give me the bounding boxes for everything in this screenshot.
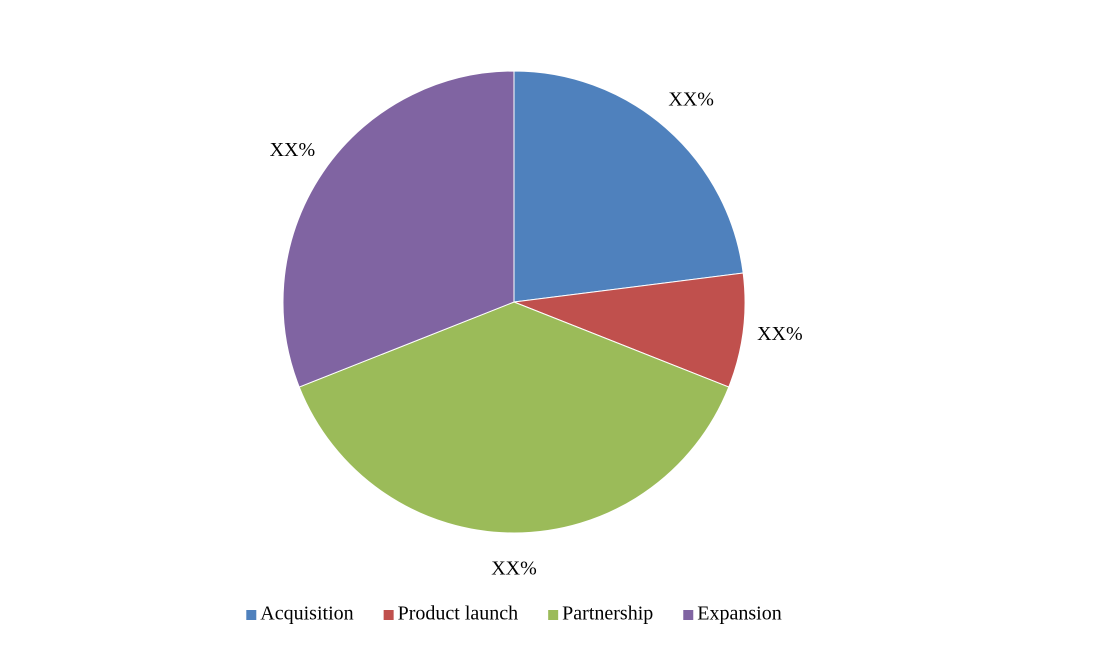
pie-slice	[298, 301, 730, 534]
legend-swatch	[246, 610, 257, 620]
legend-swatch	[548, 610, 559, 620]
legend-label: Product launch	[398, 603, 519, 625]
pie-slice	[282, 70, 515, 388]
pie-slice	[513, 272, 746, 388]
data-label: XX%	[270, 139, 316, 161]
legend-swatch	[683, 610, 694, 620]
data-label: XX%	[668, 89, 714, 111]
data-label: XX%	[491, 558, 537, 580]
legend-label: Expansion	[697, 603, 781, 625]
data-label: XX%	[757, 323, 803, 345]
legend-swatch	[383, 610, 394, 620]
legend: Acquisition Product launch Partnership Expa…	[246, 603, 782, 625]
pie-slice	[513, 70, 744, 303]
legend-label: Partnership	[562, 603, 653, 625]
legend-label: Acquisition	[260, 603, 353, 625]
